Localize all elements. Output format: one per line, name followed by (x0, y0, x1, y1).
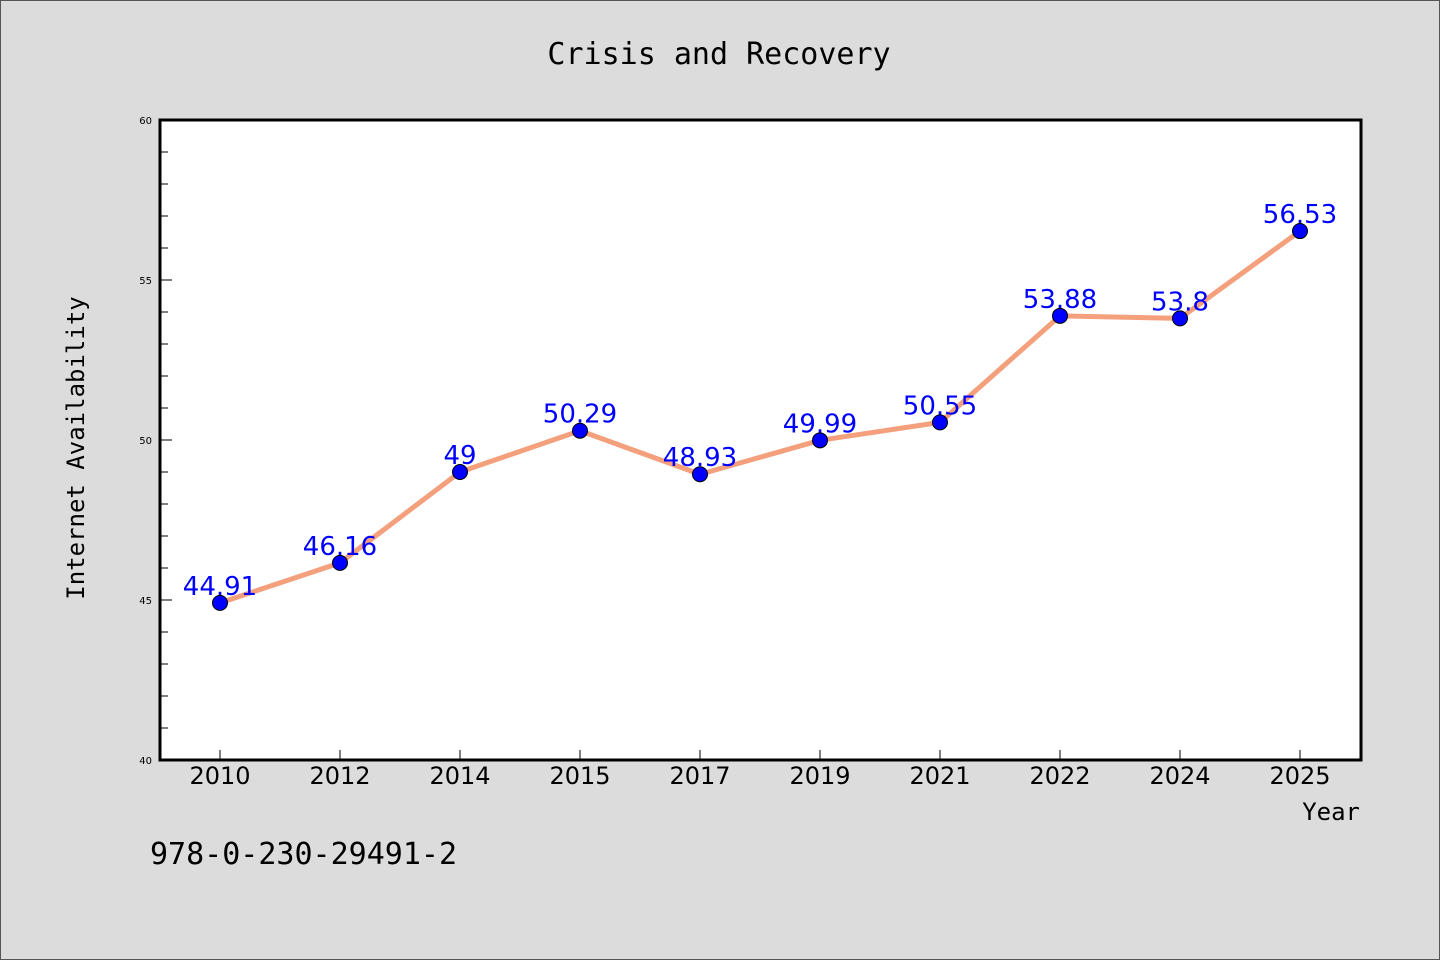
x-tick-label: 2024 (1149, 762, 1210, 790)
x-tick-label: 2015 (549, 762, 610, 790)
data-label: 53.88 (1023, 285, 1097, 315)
series-line-group (217, 228, 1303, 606)
data-point (332, 554, 348, 571)
data-point (212, 594, 228, 611)
chart-title: Crisis and Recovery (547, 37, 890, 72)
data-label: 46.16 (303, 532, 377, 562)
data-labels: 44.91 46.16 49 50.29 48.93 49.99 50.55 53.88 53.… (183, 200, 1337, 602)
plot-area (158, 118, 1363, 762)
series-line (217, 228, 1303, 606)
data-point (1052, 307, 1068, 324)
data-point (1172, 310, 1188, 327)
y-tick-label: 45 (139, 596, 152, 607)
x-tick-label: 2019 (789, 762, 850, 790)
data-point (692, 466, 708, 483)
data-label: 50.29 (543, 400, 617, 430)
y-tick-label: 60 (139, 116, 152, 127)
data-point (452, 464, 468, 480)
x-tick-label: 2022 (1029, 762, 1090, 790)
x-tick-label: 2014 (429, 762, 490, 790)
x-axis-label: Year (1302, 798, 1360, 826)
data-points (212, 223, 1308, 611)
data-label: 56.53 (1263, 200, 1337, 230)
data-label: 49 (443, 441, 476, 471)
y-axis-ticks: 40 45 50 55 60 (139, 116, 172, 767)
data-label: 50.55 (903, 391, 977, 421)
data-point (572, 422, 588, 439)
data-label: 48.93 (663, 443, 737, 473)
x-tick-label: 2025 (1269, 762, 1330, 790)
y-tick-label: 50 (139, 436, 152, 447)
x-axis-ticks: 2010 2012 2014 2015 2017 2019 2021 2022 2024 2025 (189, 750, 1331, 790)
data-point (812, 432, 828, 449)
data-label: 49.99 (783, 409, 857, 439)
data-label: 53.8 (1151, 287, 1209, 317)
data-label: 44.91 (183, 572, 257, 602)
x-tick-label: 2017 (669, 762, 730, 790)
data-point (932, 414, 948, 431)
y-axis-label: Internet Availability (62, 296, 90, 599)
isbn-text: 978-0-230-29491-2 (150, 837, 457, 872)
y-tick-label: 40 (139, 756, 152, 767)
y-tick-label: 55 (139, 276, 152, 287)
x-tick-label: 2012 (309, 762, 370, 790)
x-tick-label: 2010 (189, 762, 250, 790)
x-tick-label: 2021 (909, 762, 970, 790)
data-point (1292, 223, 1308, 240)
